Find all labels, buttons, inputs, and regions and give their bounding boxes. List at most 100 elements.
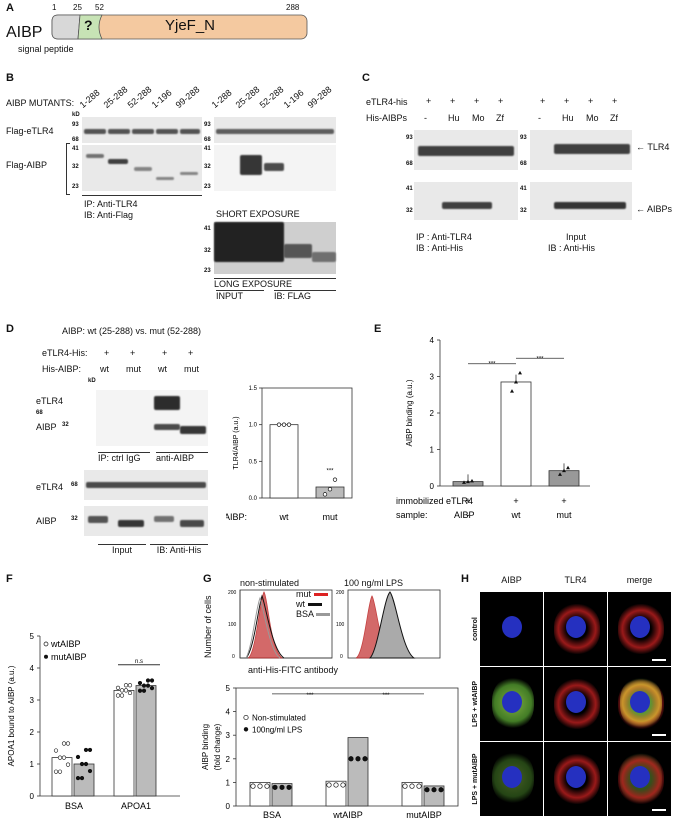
c-plus: + (450, 96, 456, 106)
long-exposure-text: LONG EXPOSURE (214, 279, 293, 289)
g-point (362, 756, 368, 762)
d-etlr4-label2: eTLR4 (36, 482, 64, 492)
c-ib-label: IB : Anti-His (416, 243, 464, 253)
e-point (558, 472, 562, 476)
b-lane-label-r: 25-288 (233, 84, 262, 110)
g-sig-2: *** (382, 693, 390, 699)
panel-b-label: B (6, 72, 14, 84)
ip-anti-tlr4: IP: Anti-TLR4 (84, 199, 138, 209)
input-text: INPUT (216, 291, 243, 301)
f-point (137, 688, 143, 693)
e-row2-val: wt (511, 510, 521, 520)
d-plot-frame (261, 387, 353, 499)
e-ytick-label: 2 (430, 409, 435, 418)
d-ytick-label: 0.5 (249, 459, 258, 465)
g-point (402, 783, 408, 789)
g-ytick-label: 4 (226, 708, 231, 717)
etlr4-his-label: eTLR4-his (366, 97, 408, 107)
d-plus: + (130, 348, 136, 358)
panel-h-label: H (461, 573, 469, 585)
f-point (61, 741, 67, 746)
c-blot-input-aibp (530, 182, 632, 220)
f-point (119, 688, 125, 693)
d-col-label: mut (184, 364, 200, 374)
g-point (424, 787, 430, 793)
e-point (562, 468, 566, 473)
f-point (123, 683, 129, 688)
g-sig-1: *** (306, 693, 314, 699)
f-point (87, 747, 93, 753)
g-lps-title: 100 ng/ml LPS (344, 578, 404, 588)
mw-93: 93 (72, 122, 79, 128)
question-mark: ? (84, 17, 93, 33)
f-xtick-label: BSA (65, 801, 83, 811)
panel-g-label: G (203, 573, 212, 585)
mw-68-r: 68 (204, 137, 211, 143)
c-blot-ip-aibp (414, 182, 518, 220)
d-point (286, 422, 292, 427)
blot-ip-aibp (82, 145, 202, 191)
input-label: INPUT (216, 290, 264, 301)
signal-peptide-segment (51, 14, 81, 40)
g-point (326, 782, 332, 788)
f-legend-mut-marker (44, 654, 48, 659)
f-point (123, 688, 129, 693)
c-input-label: Input (566, 232, 587, 242)
f-point (75, 775, 81, 781)
d-aibp-label2: AIBP (36, 516, 57, 526)
mw-41-r: 41 (204, 146, 211, 152)
h-image-tile (608, 667, 671, 741)
d-col-label: mut (126, 364, 142, 374)
g-point (264, 783, 270, 789)
f-legend-mut: mutAIBP (51, 652, 87, 662)
c-col-label: Zf (496, 113, 504, 123)
long-exposure-label: LONG EXPOSURE (214, 278, 336, 289)
c-blot-ip-tlr4 (414, 130, 518, 170)
g-ylab2b: (fold change) (213, 723, 222, 770)
g-point (279, 784, 285, 790)
g-xlab1: anti-His-FITC antibody (248, 665, 339, 675)
d-aibp-label: AIBP (36, 422, 57, 432)
tlr4-text: TLR4 (647, 142, 670, 152)
g-bar (325, 780, 347, 807)
d-ctrl-igg: IP: ctrl IgG (98, 452, 150, 463)
d-ib-his-text: IB: Anti-His (156, 545, 202, 555)
d-plus: + (162, 348, 168, 358)
d-ytick-label: 0.0 (249, 496, 258, 502)
g-histograms: 200 100 0 200 100 0 (228, 589, 441, 660)
mw-23: 23 (72, 184, 79, 190)
b-lane-label-r: 1-288 (209, 87, 234, 110)
blot-ip-tlr4 (82, 117, 202, 143)
d-col-label: wt (158, 364, 167, 374)
chart-d: 0.0 0.5 1.0 1.5 TLR4/AIBP (a.u.) wt mut *** AIBP… (226, 386, 353, 522)
c-mw-68: 68 (406, 161, 413, 167)
g-bar (249, 782, 271, 807)
c-plus: + (564, 96, 570, 106)
ip-underline (82, 195, 202, 196)
e-point (470, 478, 474, 483)
legend-bsa-label: BSA (296, 609, 314, 619)
g-point (272, 784, 278, 790)
b-lane-label: 99-288 (173, 84, 202, 110)
hist-lps: 200 100 0 (336, 589, 441, 660)
d-input-text: Input (111, 545, 133, 555)
e-point (510, 389, 514, 393)
legend-wt-swatch (307, 603, 322, 607)
mutants-label: AIBP MUTANTS: (6, 98, 75, 108)
f-point (87, 768, 93, 774)
c-mw-41: 41 (406, 186, 413, 192)
c-blot-input-tlr4 (530, 130, 632, 170)
g-ytick-label: 0 (226, 802, 231, 811)
d-xtick-label: wt (279, 512, 289, 522)
arrow-left-icon: ← (636, 204, 645, 214)
arrow-left-icon: ← (636, 142, 645, 152)
b-lane-label-r: 99-288 (305, 84, 334, 110)
g-legend: mut wt BSA (296, 589, 331, 619)
e-ytick-label: 1 (430, 446, 435, 455)
f-point (127, 690, 133, 696)
c-mw-41-r: 41 (520, 186, 527, 192)
e-ytick-label: 0 (430, 482, 435, 491)
c-mw-32: 32 (406, 208, 413, 214)
f-point (61, 755, 67, 760)
d-blot-ip (96, 390, 208, 446)
